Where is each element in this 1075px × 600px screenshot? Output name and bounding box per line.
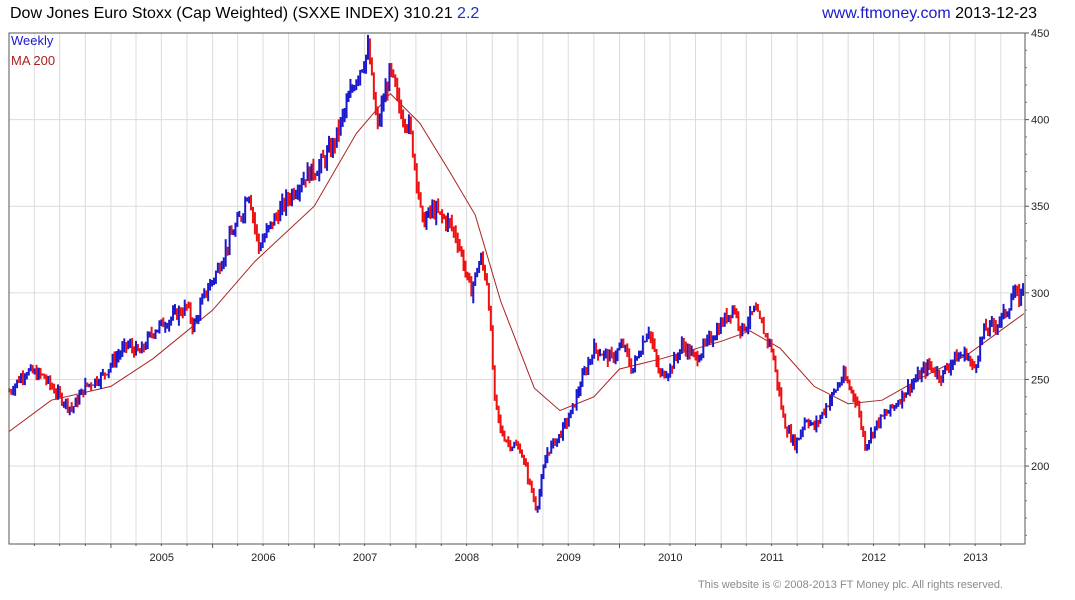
legend-ma-200: MA 200	[11, 53, 55, 68]
site-link[interactable]: www.ftmoney.com	[822, 5, 951, 22]
ticker-symbol: (SXXE INDEX)	[292, 5, 400, 22]
copyright-notice: This website is © 2008-2013 FT Money plc…	[697, 579, 1003, 591]
last-price: 310.21	[403, 5, 453, 22]
y-tick-label: 250	[1031, 374, 1049, 386]
x-tick-label: 2011	[760, 552, 784, 564]
legend-weekly: Weekly	[11, 33, 54, 48]
x-tick-label: 2012	[862, 552, 886, 564]
x-tick-label: 2006	[251, 552, 275, 564]
index-name: Dow Jones Euro Stoxx (Cap Weighted)	[10, 5, 289, 22]
y-tick-label: 350	[1031, 201, 1049, 213]
weekly-bars-layer	[8, 34, 1025, 513]
x-tick-label: 2009	[556, 552, 580, 564]
x-tick-label: 2010	[658, 552, 682, 564]
chart-header: Dow Jones Euro Stoxx (Cap Weighted) (SXX…	[0, 0, 1075, 28]
y-tick-label: 450	[1031, 28, 1049, 40]
x-tick-label: 2007	[353, 552, 377, 564]
price-change: 2.2	[457, 5, 480, 22]
x-tick-label: 2008	[455, 552, 479, 564]
y-tick-label: 400	[1031, 115, 1049, 127]
axes: 200 250 300 350 400 450 2005 2006 2007 2008 2009 20…	[33, 28, 1049, 564]
chart-title: Dow Jones Euro Stoxx (Cap Weighted) (SXX…	[10, 5, 479, 23]
legend: Weekly MA 200	[11, 33, 55, 68]
chart-date: 2013-12-23	[955, 5, 1037, 22]
ma-200-line	[9, 92, 1025, 432]
header-right: www.ftmoney.com 2013-12-23	[822, 5, 1037, 23]
x-tick-label: 2013	[963, 552, 987, 564]
plot-frame	[8, 32, 1026, 545]
ma-200-layer	[9, 92, 1025, 432]
grid	[9, 32, 1025, 544]
y-tick-label: 300	[1031, 288, 1049, 300]
y-tick-label: 200	[1031, 461, 1049, 473]
x-tick-label: 2005	[150, 552, 174, 564]
